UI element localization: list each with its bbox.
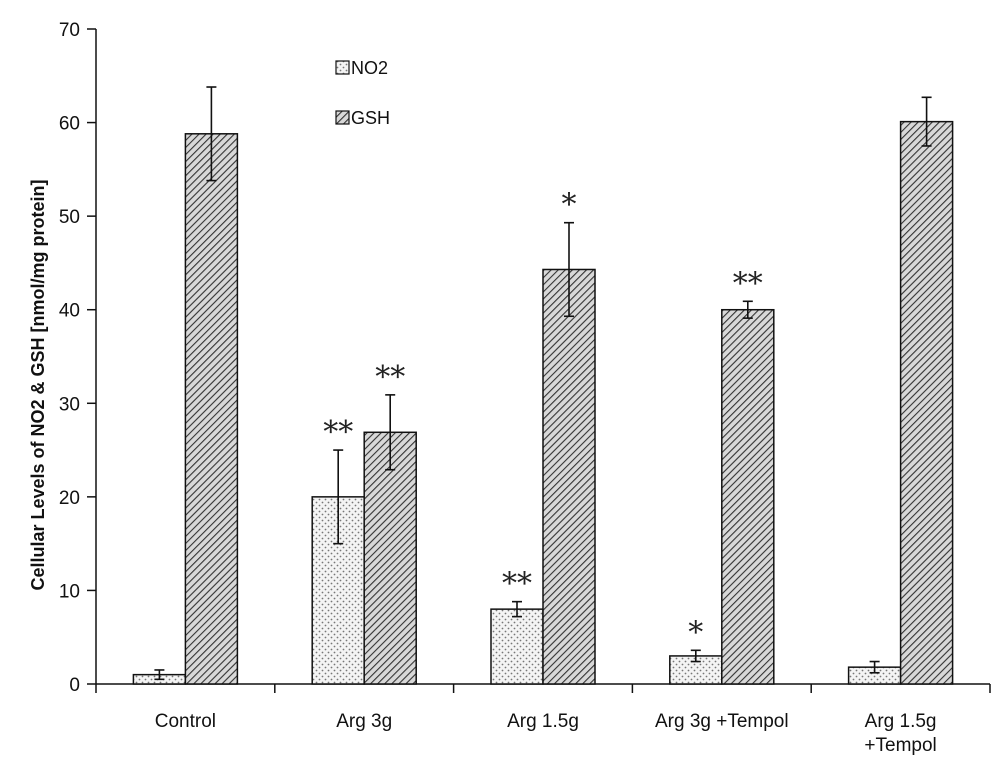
significance-marker-no2: **	[502, 567, 532, 602]
y-axis: 0 10 20 30 40 50 60 70	[59, 20, 97, 696]
bar-no2	[490, 608, 544, 685]
y-tick-label: 40	[59, 301, 80, 322]
significance-marker-gsh: **	[733, 266, 763, 301]
significance-marker-no2: *	[688, 615, 703, 650]
x-category-label: Arg 3g	[336, 711, 392, 732]
bar-gsh	[899, 120, 954, 685]
y-tick-label: 70	[59, 20, 80, 41]
bar-gsh	[542, 268, 596, 685]
bar-gsh	[184, 133, 239, 685]
x-category-label: Arg 1.5g	[507, 711, 579, 732]
legend: NO2 GSH	[335, 58, 390, 128]
significance-marker-gsh: *	[562, 188, 577, 223]
y-tick-label: 20	[59, 488, 80, 509]
legend-label-no2: NO2	[351, 58, 388, 78]
bar-gsh	[363, 431, 417, 685]
legend-swatch-no2	[335, 60, 350, 75]
x-axis: Control Arg 3g Arg 1.5g Arg 3g +Tempol Arg 1…	[95, 683, 991, 756]
y-tick-label: 30	[59, 394, 80, 415]
x-category-label: Control	[155, 711, 216, 732]
legend-label-gsh: GSH	[351, 108, 390, 128]
bars: **********	[132, 86, 954, 685]
y-axis-label: Cellular Levels of NO2 & GSH [nmol/mg pr…	[28, 179, 48, 590]
y-tick-label: 50	[59, 207, 80, 228]
bar-gsh	[721, 308, 775, 685]
x-category-label: Arg 3g +Tempol	[655, 711, 789, 732]
x-category-label: Arg 1.5g	[865, 711, 937, 732]
significance-marker-gsh: **	[375, 360, 405, 395]
legend-swatch-gsh	[335, 110, 350, 125]
significance-marker-no2: **	[323, 415, 353, 450]
y-tick-label: 60	[59, 114, 80, 135]
y-tick-label: 10	[59, 581, 80, 602]
y-tick-label: 0	[69, 675, 80, 696]
x-category-label: +Tempol	[864, 735, 936, 756]
